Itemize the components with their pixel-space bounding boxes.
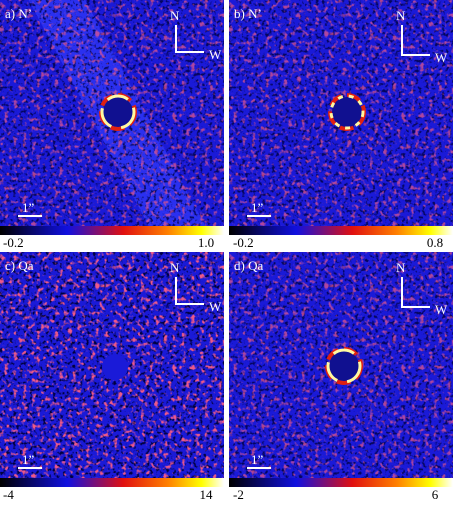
cbar-max: 0.8 bbox=[427, 235, 443, 250]
image bbox=[229, 252, 453, 478]
center bbox=[332, 97, 362, 127]
center bbox=[102, 354, 128, 380]
panel-label: c) Qa bbox=[5, 258, 34, 273]
cbar-max: 6 bbox=[432, 487, 439, 502]
cbar-min: -0.2 bbox=[233, 235, 254, 250]
panel: a) N’ N W 1” -0.2 1.0 bbox=[0, 0, 224, 250]
cbar-max: 14 bbox=[200, 487, 214, 502]
scale-label: 1” bbox=[251, 200, 264, 215]
compass-w: W bbox=[209, 47, 222, 62]
compass-n: N bbox=[170, 8, 180, 23]
cbar-max: 1.0 bbox=[198, 235, 214, 250]
scale-label: 1” bbox=[22, 452, 35, 467]
panel: c) Qa N W 1” -4 14 bbox=[0, 252, 224, 502]
panel: b) N’ N W 1” -0.2 0.8 bbox=[229, 0, 453, 250]
cbar-min: -4 bbox=[3, 487, 14, 502]
ring bbox=[326, 348, 362, 384]
colorbar bbox=[0, 226, 224, 235]
scale-label: 1” bbox=[251, 452, 264, 467]
compass-w: W bbox=[435, 50, 448, 65]
image bbox=[0, 0, 224, 226]
image bbox=[0, 252, 224, 478]
compass-n: N bbox=[396, 8, 406, 23]
compass bbox=[401, 25, 430, 56]
panel: d) Qa N W 1” -2 6 bbox=[229, 252, 453, 502]
cbar-min: -2 bbox=[233, 487, 244, 502]
compass-w: W bbox=[209, 299, 222, 314]
center bbox=[103, 97, 133, 127]
compass bbox=[175, 277, 204, 305]
cbar-min: -0.2 bbox=[3, 235, 24, 250]
colorbar bbox=[0, 478, 224, 487]
compass-n: N bbox=[170, 260, 180, 275]
ring bbox=[100, 94, 136, 130]
panel-label: d) Qa bbox=[234, 258, 263, 273]
compass-n: N bbox=[396, 260, 406, 275]
scale-label: 1” bbox=[22, 200, 35, 215]
panel-label: b) N’ bbox=[234, 6, 262, 21]
compass-w: W bbox=[435, 302, 448, 317]
ring bbox=[329, 94, 365, 130]
compass bbox=[175, 25, 204, 53]
colorbar bbox=[229, 226, 453, 235]
center bbox=[329, 351, 359, 381]
colorbar bbox=[229, 478, 453, 487]
image bbox=[229, 0, 453, 226]
compass bbox=[401, 277, 430, 308]
panel-label: a) N’ bbox=[5, 6, 32, 21]
